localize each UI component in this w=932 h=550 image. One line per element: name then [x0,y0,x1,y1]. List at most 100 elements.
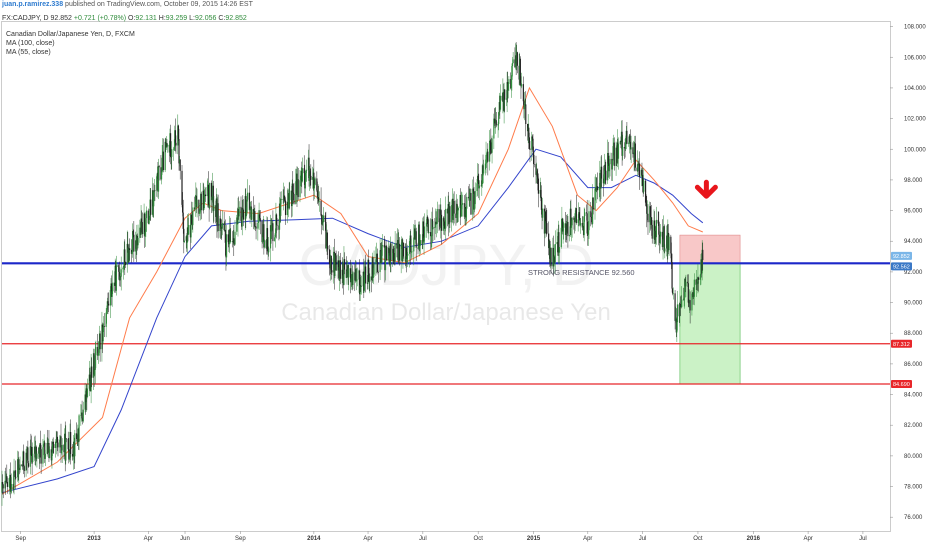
candle-body [701,249,703,274]
candle-body [291,183,293,207]
candle-body [269,225,272,249]
legend-ma100[interactable]: MA (100, close) [6,40,55,47]
candle-body [38,447,40,458]
candle-body [160,167,162,180]
candle-body [18,467,20,470]
candle-body [93,353,95,375]
candle-body [17,459,19,470]
candle-body [360,286,363,287]
candle-body [666,235,668,249]
candle-body [177,125,179,146]
candle-body [327,245,329,250]
horizontal-lines[interactable] [2,262,890,385]
candle-body [242,208,244,210]
candle-body [528,137,530,149]
candle-body [271,223,273,226]
candle-body [489,140,491,143]
candle-body [51,441,54,453]
candle-body [397,239,399,261]
candle-body [293,193,295,204]
candle-body [504,89,506,100]
candle-body [166,143,168,147]
price-axis[interactable]: 76.000 78.000 80.000 82.000 84.000 86.000 88.0… [890,25,926,522]
candle-body [107,301,109,304]
candle-body [118,265,120,272]
position-zones[interactable] [679,234,741,385]
candle-body [301,171,303,182]
candle-body [257,222,259,229]
candle-body [557,242,559,253]
author-name[interactable]: juan.p.ramirez.338 [2,1,64,8]
y-tick-label: 80.000 [904,454,923,460]
candle-body [564,223,567,235]
candle-body [670,253,673,263]
candle-body [12,483,15,491]
candle-body [217,203,219,231]
candle-body [106,301,108,310]
candle-body [19,464,21,470]
candle-body [554,244,556,263]
down-arrow-icon[interactable] [694,179,718,199]
candle-body [375,253,378,260]
candle-body [253,209,255,221]
candle-body [696,282,698,285]
plot-frame [1,21,891,532]
candle-body [567,221,569,237]
candle-body [599,173,601,187]
candle-body [691,292,694,294]
candle-body [535,164,537,175]
candle-body [325,222,327,249]
candle-body [78,415,80,442]
candle-body [430,236,432,237]
candle-body [680,304,682,308]
candle-body [688,300,691,303]
candle-body [689,300,691,311]
candle-body [467,196,470,198]
legend-title[interactable]: Canadian Dollar/Japanese Yen, D, FXCM [6,31,135,38]
resistance-annotation[interactable]: STRONG RESISTANCE 92.560 [528,268,635,277]
candle-body [53,444,55,448]
candle-body [14,471,16,477]
candle-body [339,260,341,281]
candle-body [318,197,320,202]
candle-body [438,208,440,223]
candle-body [223,223,225,231]
candle-body [613,142,615,166]
candle-body [59,439,61,448]
candle-body [400,244,402,261]
candle-body [360,285,362,287]
candle-body [135,240,137,252]
legend-ma55[interactable]: MA (55, close) [6,49,51,56]
candle-body [33,446,36,454]
candle-body [85,394,87,403]
candle-body [71,453,74,457]
candle-body [598,186,600,191]
candle-body [650,217,653,225]
candle-body [646,206,648,214]
candle-body [241,221,243,227]
candle-body [579,223,582,226]
candle-body [573,219,576,223]
candle-body [97,346,99,356]
candle-body [35,446,37,458]
candle-body [470,192,472,215]
candle-body [380,250,382,252]
candle-body [503,89,505,111]
candle-body [632,147,634,155]
candle-body [165,143,167,148]
candle-body [463,203,465,217]
candle-body [685,281,687,287]
time-axis[interactable]: Sep 2013 Apr Jun Sep 2014 Apr Jul Oct 2015 Apr Jul O… [15,531,867,542]
candle-body [74,433,76,457]
symbol-name[interactable]: FX:CADJPY, D [2,15,49,22]
candle-body [60,436,62,453]
x-tick-label: 2013 [87,536,101,542]
candle-body [4,480,6,489]
candle-body [103,326,105,328]
candle-body [157,172,159,192]
candle-body [439,222,441,227]
candle-body [478,185,481,189]
candle-body [587,233,589,235]
candle-body [259,218,261,222]
